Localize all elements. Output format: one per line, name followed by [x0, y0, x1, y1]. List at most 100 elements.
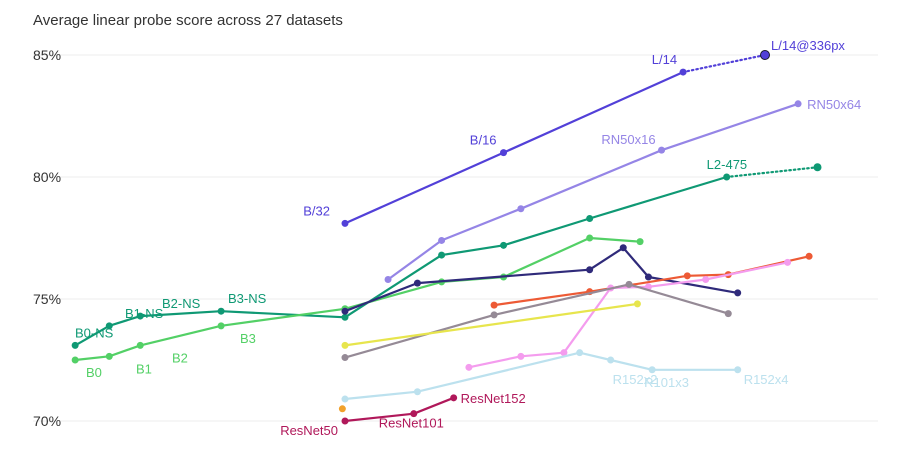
series-yellow [341, 300, 641, 349]
y-tick-label: 85% [33, 47, 61, 63]
data-point [413, 279, 421, 287]
point-label: L2-475 [707, 157, 747, 172]
data-point [784, 258, 792, 266]
series-clip-vit: L/14@336px B/32 B/16 L/14 [303, 38, 845, 227]
point-label: R101x3 [644, 375, 689, 390]
series-line [468, 261, 788, 369]
series-gray [341, 280, 732, 362]
point-label: ResNet152 [461, 391, 526, 406]
data-point [341, 417, 349, 425]
data-point [586, 234, 594, 242]
data-point [648, 366, 656, 374]
data-point [490, 301, 498, 309]
point-label: B2 [172, 350, 188, 365]
series-extension-line [725, 166, 819, 179]
point-label: B/32 [303, 203, 330, 218]
data-point [607, 356, 615, 364]
data-point [576, 349, 584, 357]
data-point [500, 241, 508, 249]
point-label: L/14@336px [771, 38, 845, 53]
data-point [679, 68, 687, 76]
y-tick-label: 75% [33, 291, 61, 307]
data-point [384, 275, 392, 283]
y-tick-label: 80% [33, 169, 61, 185]
point-label: R152x2 [613, 372, 658, 387]
point-label: ResNet101 [379, 416, 444, 431]
point-label: L/14 [652, 52, 677, 67]
y-tick-label: 70% [33, 413, 61, 429]
point-label: B3-NS [228, 291, 267, 306]
data-point [633, 300, 641, 308]
data-point [625, 280, 633, 288]
data-point [450, 394, 458, 402]
point-label: B0-NS [75, 325, 114, 340]
data-point [500, 149, 508, 157]
data-point [644, 273, 652, 281]
point-label: RN50x16 [601, 132, 655, 147]
data-point [734, 289, 742, 297]
data-point [71, 341, 79, 349]
point-label: B2-NS [162, 296, 201, 311]
data-point [341, 307, 349, 315]
data-point [341, 219, 349, 227]
data-point [341, 313, 349, 321]
data-point [71, 356, 79, 364]
series-line [344, 71, 684, 225]
data-point [136, 312, 144, 320]
data-point [805, 252, 813, 260]
data-point [105, 322, 113, 330]
data-point [490, 311, 498, 319]
series-line [344, 302, 638, 347]
point-label: B/16 [470, 133, 497, 148]
data-point [734, 366, 742, 374]
data-point [586, 214, 594, 222]
point-label: B3 [240, 331, 256, 346]
point-label: RN50x64 [807, 97, 861, 112]
data-point [438, 236, 446, 244]
data-point [217, 322, 225, 330]
series-extension-line [681, 53, 767, 74]
point-label: ResNet50 [280, 423, 338, 438]
chart-title: Average linear probe score across 27 dat… [33, 12, 343, 29]
data-point [794, 100, 802, 108]
data-point [586, 266, 594, 274]
data-point [723, 173, 731, 181]
data-point [341, 395, 349, 403]
point-label: B0 [86, 365, 102, 380]
series-line [493, 255, 810, 307]
data-point [619, 244, 627, 252]
point-label: B1 [136, 361, 152, 376]
data-point [438, 251, 446, 259]
series-line [344, 283, 729, 359]
data-point [136, 341, 144, 349]
data-point [560, 349, 568, 357]
series-line [74, 175, 728, 347]
data-point [341, 341, 349, 349]
data-point [410, 410, 418, 418]
data-point [658, 146, 666, 154]
point-label: B1-NS [125, 306, 164, 321]
data-point [465, 363, 473, 371]
series-clip-resnet: RN50x16 RN50x64 [384, 97, 861, 283]
data-point [217, 307, 225, 315]
data-point [724, 310, 732, 318]
data-point [413, 388, 421, 396]
point-label: R152x4 [744, 372, 789, 387]
data-point [813, 163, 822, 172]
data-point [636, 238, 644, 246]
data-point [702, 275, 710, 283]
data-point [683, 272, 691, 280]
data-point [105, 352, 113, 360]
series-orange [338, 405, 346, 413]
data-point-large [760, 50, 770, 60]
data-point [341, 354, 349, 362]
data-point [338, 405, 346, 413]
data-point [517, 205, 525, 213]
data-point [517, 352, 525, 360]
series-line [344, 351, 738, 401]
series-resnet: ResNet50 ResNet101 ResNet152 [280, 391, 526, 438]
